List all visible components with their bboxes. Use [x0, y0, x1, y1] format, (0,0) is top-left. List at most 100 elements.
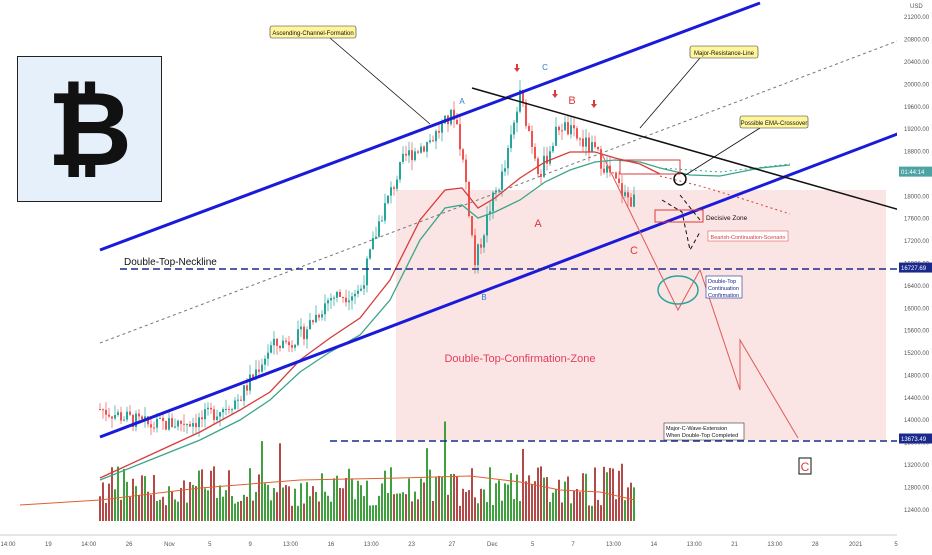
- x-tick-label: 27: [449, 542, 456, 548]
- x-axis[interactable]: 14:00 19 14:00 26 Nov 5 9 13:00 16 13:00 23 27 Dec 5 7…: [0, 534, 932, 550]
- y-tick-label: 16400.00: [904, 284, 930, 290]
- decisive-zone-box: [654, 209, 704, 223]
- y-tick-label: 17600.00: [904, 217, 930, 223]
- x-tick-label: 13:00: [767, 542, 783, 548]
- continuation-line2: Continuation: [708, 286, 739, 292]
- x-tick-label: 7: [571, 542, 575, 548]
- x-tick-label: 26: [126, 542, 133, 548]
- price-tag: [899, 433, 932, 444]
- y-tick-label: 19600.00: [904, 105, 930, 111]
- continuation-ellipse: [657, 275, 699, 305]
- projection-path: [599, 149, 799, 439]
- x-tick-label: 13:00: [364, 542, 380, 548]
- wave-label: A: [459, 97, 465, 106]
- x-tick-label: 14:00: [81, 542, 97, 548]
- price-tag: [899, 262, 932, 273]
- c-wave-line2: When Double-Top Completed: [666, 433, 738, 439]
- channel-lower-line: [99, 131, 901, 439]
- ema-crossover-circle: [673, 172, 687, 186]
- y-tick-label: 19200.00: [904, 127, 930, 133]
- y-tick-label: 20000.00: [904, 82, 930, 88]
- resistance-line: [471, 87, 901, 211]
- wave-labels: A B C A B C: [459, 63, 638, 302]
- y-tick-label: 13600.00: [904, 441, 930, 447]
- x-tick-label: 14:00: [0, 542, 16, 548]
- x-tick-label: 28: [812, 542, 819, 548]
- bitcoin-icon: ₿: [47, 68, 132, 190]
- price-tag-label: 16727.69: [901, 266, 927, 272]
- bitcoin-logo: ₿: [17, 56, 162, 202]
- y-tick-label: 21200.00: [904, 15, 930, 21]
- wave-label: B: [568, 95, 575, 107]
- bearish-scenario-label: Bearish-Continuation-Scenario: [711, 235, 786, 241]
- y-tick-label: 14800.00: [904, 373, 930, 379]
- bearish-scenario-dash: [679, 194, 701, 221]
- continuation-line1: Double-Top: [708, 279, 736, 285]
- y-tick-label: 14000.00: [904, 418, 930, 424]
- y-tick-label: 18800.00: [904, 150, 930, 156]
- y-tick-label: 12800.00: [904, 485, 930, 491]
- c-wave-box: [663, 422, 745, 441]
- continuation-line3: Confirmation: [708, 293, 739, 299]
- bullish-scenario-dashes: [661, 199, 701, 252]
- callout-ema-crossover: Possible EMA-Crossover: [683, 115, 809, 177]
- channel-upper-line: [99, 1, 761, 252]
- wave-label: C: [630, 245, 638, 257]
- callout-major-resistance: Major-Resistance-Line: [639, 45, 759, 129]
- wave-label: B: [481, 293, 486, 302]
- candles: [99, 80, 635, 437]
- y-tick-label: 18000.00: [904, 194, 930, 200]
- x-tick-label: 5: [208, 542, 212, 548]
- top-arrows: [514, 64, 597, 108]
- continuation-box: [705, 275, 743, 299]
- callout-ascending-text: Ascending-Channel-Formation: [272, 31, 353, 37]
- big-c-box: [798, 457, 812, 475]
- x-tick-label: 23: [408, 542, 415, 548]
- wave-label: C: [542, 63, 548, 72]
- y-tick-label: 16000.00: [904, 306, 930, 312]
- x-tick-label: 13:00: [283, 542, 299, 548]
- x-tick-label: 21: [731, 542, 738, 548]
- price-tag: [899, 166, 932, 177]
- callout-ascending-channel: Ascending-Channel-Formation: [269, 25, 431, 125]
- c-wave-line1: Major-C-Wave-Extension: [666, 426, 727, 432]
- callout-resistance-text: Major-Resistance-Line: [694, 51, 755, 57]
- channel-midline: [99, 39, 901, 344]
- resistance-box: [619, 159, 681, 175]
- x-tick-label: 16: [328, 542, 335, 548]
- y-tick-label: 14400.00: [904, 396, 930, 402]
- y-tick-label: 15200.00: [904, 351, 930, 357]
- x-tick-label: 5: [894, 542, 898, 548]
- price-tag-label: 13673.49: [901, 437, 927, 443]
- price-tag-label: 01:44:14: [901, 170, 925, 176]
- y-tick-label: 20400.00: [904, 60, 930, 66]
- x-tick-label: Dec: [487, 542, 498, 548]
- ema-projection: [659, 175, 791, 215]
- ema-fast-line: [99, 151, 661, 479]
- decisive-zone-label: Decisive Zone: [706, 215, 748, 222]
- callout-ema-text: Possible EMA-Crossover: [741, 121, 808, 127]
- x-tick-label: 2021: [849, 542, 863, 548]
- neckline-label: Double-Top-Neckline: [124, 257, 217, 268]
- x-tick-label: 19: [45, 542, 52, 548]
- x-tick-label: 14: [650, 542, 657, 548]
- x-tick-label: 13:00: [687, 542, 703, 548]
- bearish-scenario-box: [707, 230, 789, 242]
- x-tick-label: 9: [249, 542, 253, 548]
- wave-label: A: [534, 218, 542, 230]
- y-tick-label: 15600.00: [904, 329, 930, 335]
- currency-label: USD: [910, 4, 923, 10]
- confirmation-zone: [396, 190, 886, 440]
- price-tags: 01:44:14 16727.69 13673.49: [899, 166, 932, 444]
- confirmation-zone-label: Double-Top-Confirmation-Zone: [444, 353, 595, 365]
- y-tick-label: 12400.00: [904, 508, 930, 514]
- y-tick-label: 17200.00: [904, 239, 930, 245]
- volume-bars: [19, 421, 636, 521]
- x-tick-label: 13:00: [606, 542, 622, 548]
- y-tick-label: 13200.00: [904, 463, 930, 469]
- x-tick-label: 5: [531, 542, 535, 548]
- x-tick-label: Nov: [164, 542, 175, 548]
- y-tick-label: 20800.00: [904, 38, 930, 44]
- big-c-label: C: [801, 460, 810, 474]
